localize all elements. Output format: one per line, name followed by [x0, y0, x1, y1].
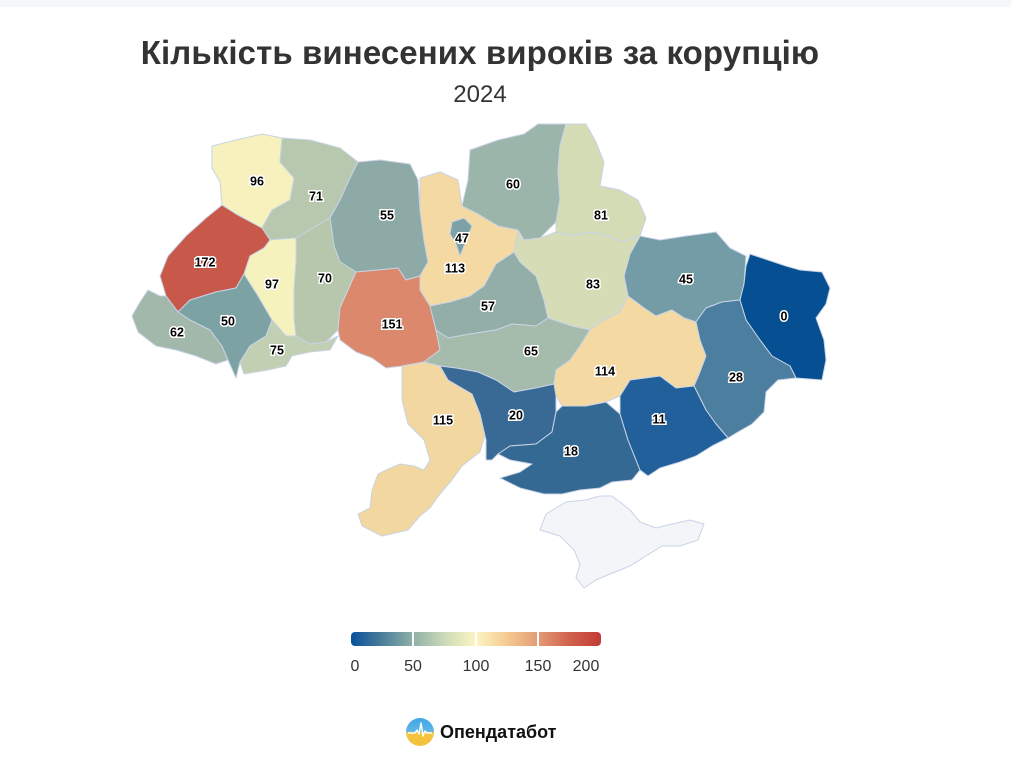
- label-rivne: 71: [309, 189, 323, 203]
- label-dnipropetrovsk: 114: [595, 364, 615, 378]
- legend-divider: [537, 632, 539, 646]
- label-kirovohrad: 65: [524, 344, 538, 358]
- chart-subtitle: 2024: [453, 81, 507, 108]
- label-volyn: 96: [250, 174, 264, 188]
- label-ternopil: 97: [265, 277, 279, 291]
- label-zaporizhzhia: 11: [652, 412, 665, 426]
- label-lviv: 172: [195, 255, 216, 269]
- region-chernivtsi[interactable]: [239, 319, 339, 375]
- label-poltava: 83: [586, 277, 600, 291]
- region-zakarpattia[interactable]: [131, 289, 229, 365]
- label-mykolaiv: 20: [509, 408, 523, 422]
- label-sumy: 81: [594, 208, 608, 222]
- brand-name: Опендатабот: [440, 721, 557, 742]
- legend-tick-label: 0: [350, 658, 360, 675]
- label-zakarpattia: 62: [170, 325, 184, 339]
- legend-tick-label: 200: [572, 658, 600, 675]
- region-donetsk[interactable]: [693, 299, 797, 439]
- region-crimea[interactable]: [539, 495, 705, 589]
- label-donetsk: 28: [729, 370, 743, 384]
- label-kyiv-city: 47: [455, 231, 469, 245]
- region-zaporizhzhia[interactable]: [619, 375, 729, 477]
- label-kherson: 18: [564, 444, 578, 458]
- label-zhytomyr: 55: [380, 208, 394, 222]
- legend-gradient-bar: [351, 632, 601, 646]
- label-kyiv-oblast: 113: [445, 261, 465, 275]
- region-kherson[interactable]: [497, 401, 641, 495]
- region-sumy[interactable]: [555, 123, 647, 243]
- label-luhansk: 0: [781, 309, 788, 323]
- legend-divider: [412, 632, 414, 646]
- legend-tick-label: 50: [404, 658, 422, 675]
- chart-title: Кількість винесених вироків за корупцію: [140, 34, 820, 71]
- legend-divider: [475, 632, 477, 646]
- region-kyiv-city[interactable]: [449, 217, 473, 257]
- label-chernihiv: 60: [506, 177, 520, 191]
- legend-labels: 0 50 100 150 200: [351, 658, 601, 678]
- label-ivano-frankivsk: 50: [221, 314, 235, 328]
- color-legend: 0 50 100 150 200: [351, 632, 601, 678]
- top-strip: [0, 0, 1011, 7]
- opendatabot-logo-icon: [406, 718, 434, 746]
- legend-tick-label: 100: [462, 658, 490, 675]
- legend-tick-label: 150: [524, 658, 552, 675]
- region-poltava[interactable]: [513, 229, 641, 331]
- label-vinnytsia: 151: [382, 317, 403, 331]
- label-chernivtsi: 75: [270, 343, 284, 357]
- label-odesa: 115: [433, 413, 453, 427]
- label-cherkasy: 57: [481, 299, 495, 313]
- brand: Опендатабот: [406, 718, 557, 746]
- label-khmelnytskyi: 70: [318, 271, 332, 285]
- label-kharkiv: 45: [679, 272, 693, 286]
